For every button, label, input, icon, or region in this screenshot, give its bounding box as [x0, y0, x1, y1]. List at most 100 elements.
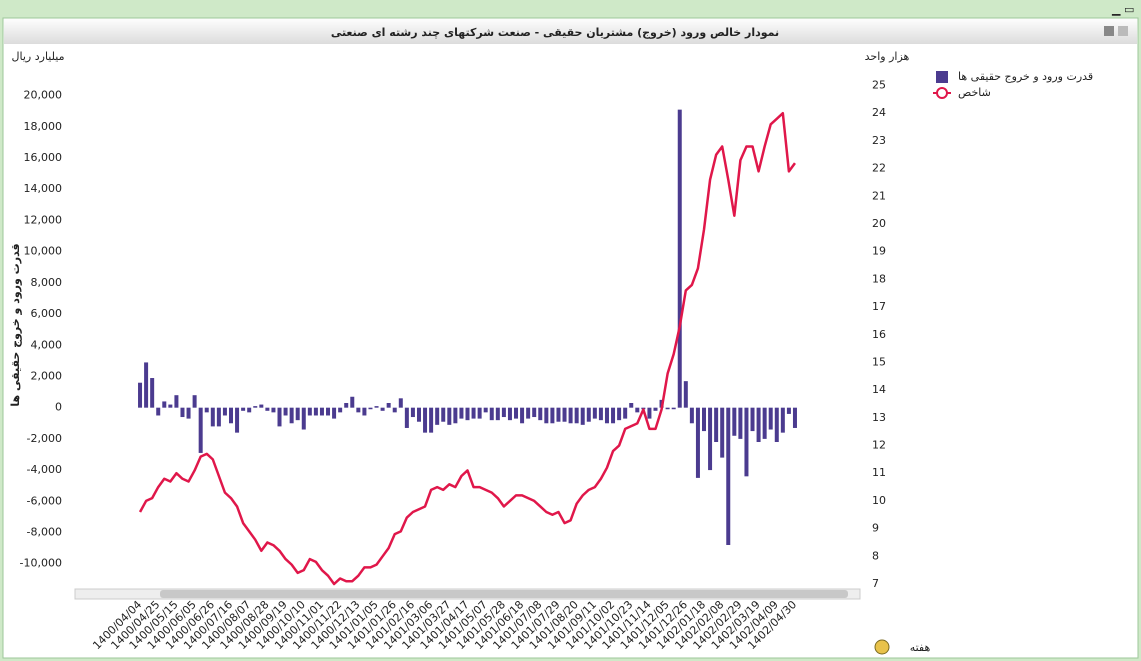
bar — [623, 407, 628, 419]
bar — [435, 407, 440, 425]
bar — [192, 395, 197, 408]
window-button[interactable]: ▁ ▭ — [1111, 3, 1134, 16]
bar — [228, 407, 233, 424]
x-axis-title: هفته — [910, 641, 931, 654]
bar — [495, 407, 500, 421]
y2-tick-label: 18 — [872, 272, 886, 285]
bar — [744, 407, 749, 477]
bar — [574, 407, 579, 424]
y2-tick-label: 24 — [872, 106, 886, 119]
bar — [247, 407, 252, 413]
bar — [786, 407, 791, 414]
y2-tick-label: 25 — [872, 79, 886, 92]
y2-tick-label: 7 — [872, 577, 879, 590]
bar — [368, 407, 373, 410]
y-tick-label: 2,000 — [31, 369, 63, 382]
y-tick-label: 8,000 — [31, 276, 63, 289]
bar — [532, 407, 537, 418]
bar — [708, 407, 713, 471]
bar — [277, 407, 282, 427]
bar — [526, 407, 531, 419]
bar — [762, 407, 767, 439]
bar — [283, 407, 288, 416]
export-icon[interactable] — [1118, 26, 1128, 36]
bar — [416, 407, 421, 422]
bar — [726, 407, 731, 545]
bar — [356, 407, 361, 413]
bar — [150, 378, 155, 408]
y2-tick-label: 12 — [872, 439, 886, 452]
bar — [186, 407, 191, 419]
y2-unit: هزار واحد — [865, 50, 910, 63]
bar — [338, 407, 343, 413]
bar — [732, 407, 737, 436]
y-tick-label: 0 — [55, 401, 62, 414]
bar — [301, 407, 306, 430]
bar — [780, 407, 785, 433]
bar — [568, 407, 573, 424]
bar — [404, 407, 409, 428]
bar — [477, 407, 482, 419]
bar — [259, 404, 264, 408]
bar — [695, 407, 700, 478]
bar — [550, 407, 555, 424]
y2-tick-label: 8 — [872, 549, 879, 562]
y-tick-label: 6,000 — [31, 307, 63, 320]
bar — [156, 407, 161, 416]
bar — [520, 407, 525, 424]
line — [138, 111, 796, 586]
y2-tick-label: 17 — [872, 300, 886, 313]
bar — [756, 407, 761, 443]
bar — [592, 407, 597, 419]
bar — [307, 407, 312, 416]
bar — [410, 407, 415, 418]
bar — [441, 407, 446, 422]
bar — [604, 407, 609, 424]
bar — [750, 407, 755, 432]
bar — [168, 404, 173, 408]
bar — [635, 407, 640, 413]
scroll-thumb[interactable] — [160, 590, 848, 598]
bar — [611, 407, 616, 424]
bar — [489, 407, 494, 421]
bar — [768, 407, 773, 430]
bar — [332, 407, 337, 419]
y-axis-title: قدرت ورود و خروج حقیقی ها — [9, 243, 23, 406]
bar — [204, 407, 209, 413]
y-tick-label: -10,000 — [20, 557, 62, 570]
bar — [423, 407, 428, 433]
bar — [174, 395, 179, 408]
legend-label: قدرت ورود و خروج حقیقی ها — [958, 70, 1093, 83]
bar — [429, 407, 434, 433]
y2-tick-label: 14 — [872, 383, 886, 396]
print-icon[interactable] — [1104, 26, 1114, 36]
legend-swatch — [936, 87, 948, 99]
bar — [471, 407, 476, 419]
bar — [344, 402, 349, 408]
bar — [556, 407, 561, 422]
y-tick-label: 10,000 — [24, 245, 63, 258]
bar — [671, 407, 676, 410]
y2-tick-label: 15 — [872, 355, 886, 368]
y-tick-label: -8,000 — [27, 526, 62, 539]
bar — [792, 407, 797, 428]
bar — [447, 407, 452, 425]
bar — [380, 407, 385, 411]
y2-tick-label: 20 — [872, 217, 886, 230]
bar — [501, 407, 506, 418]
y2-tick-label: 16 — [872, 328, 886, 341]
y2-tick-label: 11 — [872, 466, 886, 479]
refresh-button[interactable] — [874, 639, 890, 655]
bar — [265, 407, 270, 411]
bar — [453, 407, 458, 424]
y2-tick-label: 22 — [872, 162, 886, 175]
bar — [326, 407, 331, 416]
y2-tick-label: 13 — [872, 411, 886, 424]
bar — [617, 407, 622, 421]
bar — [653, 407, 658, 411]
y-tick-label: 18,000 — [24, 120, 63, 133]
bar — [253, 406, 258, 408]
bar — [210, 407, 215, 427]
bar — [774, 407, 779, 443]
